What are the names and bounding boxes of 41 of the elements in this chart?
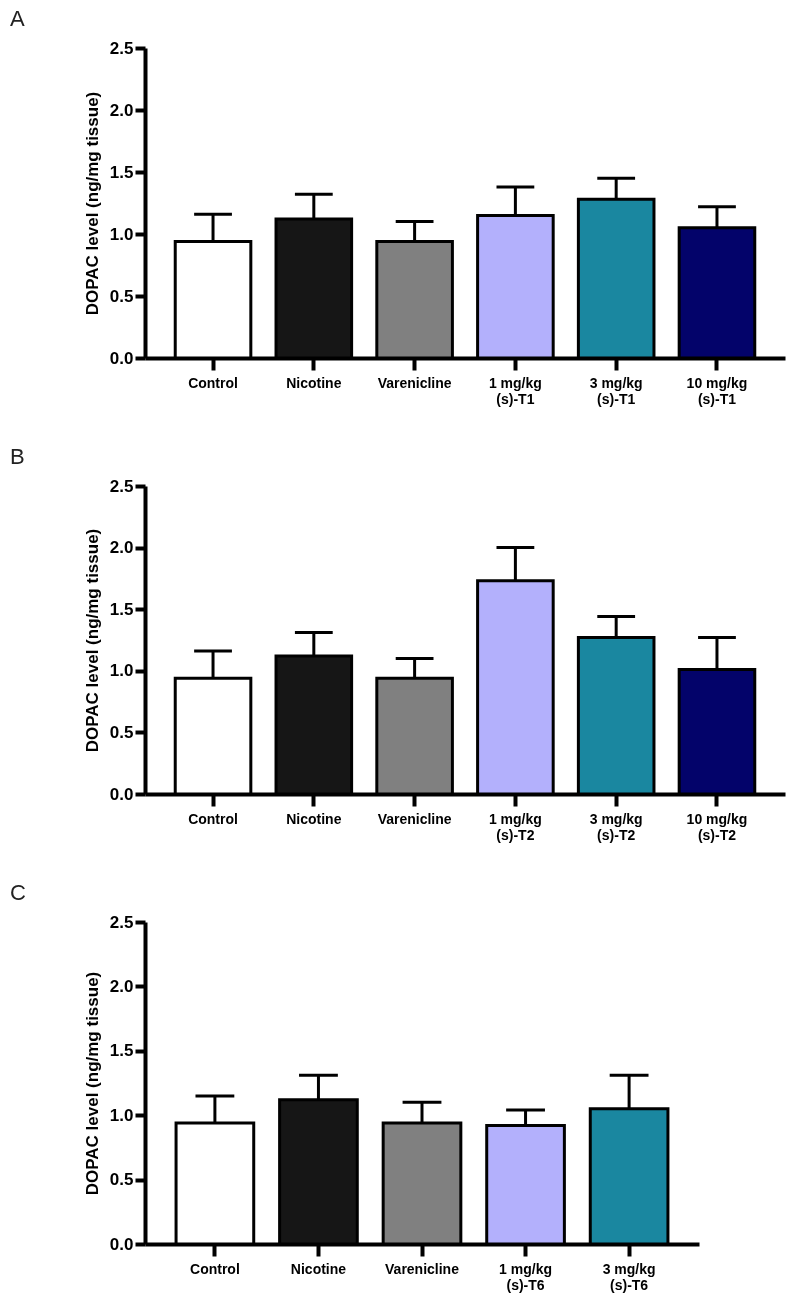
y-tick-label: 2.5 [109, 912, 134, 932]
y-tick-label: 2.0 [109, 976, 134, 996]
y-tick-label: 1.0 [109, 224, 134, 244]
y-tick-label: 0.5 [109, 286, 134, 306]
x-tick-label: Nicotine [286, 374, 342, 391]
y-tick-label: 1.5 [109, 1041, 134, 1061]
y-tick-label: 1.0 [109, 1105, 134, 1125]
y-tick-label: 2.5 [109, 476, 134, 496]
x-tick-label: Varenicline [385, 1260, 460, 1277]
y-tick-label: 1.5 [109, 162, 134, 182]
x-tick-label: Control [188, 810, 238, 827]
y-tick-label: 2.5 [109, 38, 134, 58]
y-tick-label: 1.0 [109, 661, 134, 681]
y-tick-label: 2.0 [109, 100, 134, 120]
x-tick-label: 10 mg/kg (s)-T1 [686, 374, 748, 407]
x-tick-label: 10 mg/kg (s)-T2 [686, 810, 748, 843]
y-tick-label: 0.0 [109, 348, 134, 368]
x-tick-label: 1 mg/kg (s)-T2 [488, 810, 542, 843]
x-tick-label: 1 mg/kg (s)-T6 [499, 1260, 552, 1293]
x-tick-label: 3 mg/kg (s)-T1 [589, 374, 643, 407]
x-tick-label: Control [188, 374, 238, 391]
chart-title: C [10, 880, 26, 905]
chart-title: A [10, 6, 25, 31]
y-axis-title: DOPAC level (ng/mg tissue) [82, 971, 102, 1196]
x-tick-label: Varenicline [377, 374, 452, 391]
y-tick-label: 0.0 [109, 1234, 134, 1254]
chart-title: B [10, 444, 25, 469]
x-tick-label: 1 mg/kg (s)-T1 [488, 374, 542, 407]
y-tick-label: 0.0 [109, 784, 134, 804]
x-tick-label: Varenicline [377, 810, 452, 827]
y-axis-title: DOPAC level (ng/mg tissue) [82, 528, 102, 753]
x-tick-label: Control [190, 1260, 240, 1277]
y-tick-label: 0.5 [109, 722, 134, 742]
y-tick-label: 1.5 [109, 599, 134, 619]
x-tick-label: Nicotine [290, 1260, 347, 1277]
x-tick-label: 3 mg/kg (s)-T2 [589, 810, 643, 843]
x-tick-label: Nicotine [286, 810, 342, 827]
y-axis-title: DOPAC level (ng/mg tissue) [82, 91, 102, 316]
y-tick-label: 0.5 [109, 1170, 134, 1190]
y-tick-label: 2.0 [109, 538, 134, 558]
x-tick-label: 3 mg/kg (s)-T6 [602, 1260, 656, 1293]
